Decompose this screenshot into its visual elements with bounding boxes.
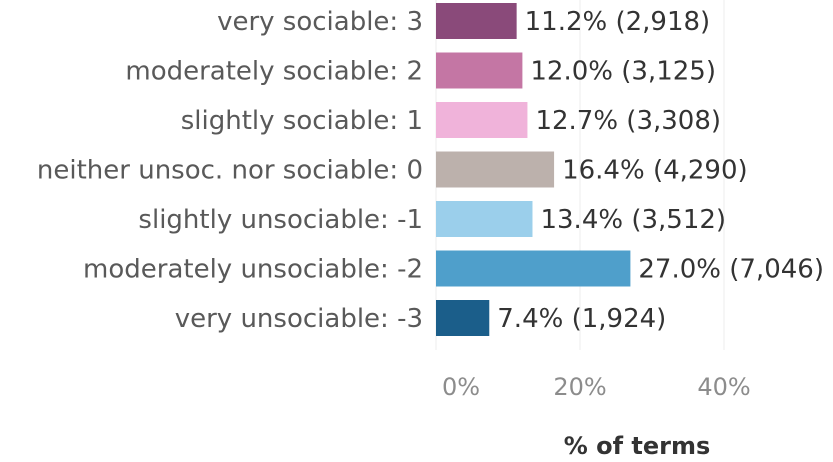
category-label: moderately sociable: 2 — [125, 57, 423, 87]
data-label: 27.0% (7,046) — [638, 255, 824, 285]
bar — [436, 250, 631, 287]
data-label: 13.4% (3,512) — [540, 205, 726, 235]
category-label: slightly sociable: 1 — [181, 106, 423, 136]
bar — [436, 52, 523, 89]
data-label: 7.4% (1,924) — [497, 304, 666, 334]
data-label: 12.0% (3,125) — [530, 57, 716, 87]
x-tick-label: 20% — [553, 373, 606, 401]
x-axis-ticks: 0% 20% 40% — [442, 373, 751, 401]
bar — [436, 151, 555, 188]
category-label: neither unsoc. nor sociable: 0 — [37, 156, 423, 186]
bar — [436, 201, 533, 237]
data-label: 11.2% (2,918) — [525, 7, 711, 37]
category-label: slightly unsociable: -1 — [138, 205, 423, 235]
x-tick-label: 40% — [697, 373, 750, 401]
data-label: 12.7% (3,308) — [535, 106, 721, 136]
bar — [436, 300, 490, 336]
bars — [436, 3, 631, 336]
category-label: very unsociable: -3 — [175, 304, 423, 334]
x-axis-title: % of terms — [564, 432, 711, 460]
bar — [436, 3, 517, 39]
category-label: moderately unsociable: -2 — [83, 255, 423, 285]
bar — [436, 102, 528, 138]
category-labels: very sociable: 3 moderately sociable: 2 sl… — [37, 7, 423, 334]
data-labels: 11.2% (2,918) 12.0% (3,125) 12.7% (3,308) 1… — [497, 7, 824, 334]
category-label: very sociable: 3 — [217, 7, 423, 37]
x-tick-label: 0% — [442, 373, 480, 401]
data-label: 16.4% (4,290) — [562, 156, 748, 186]
